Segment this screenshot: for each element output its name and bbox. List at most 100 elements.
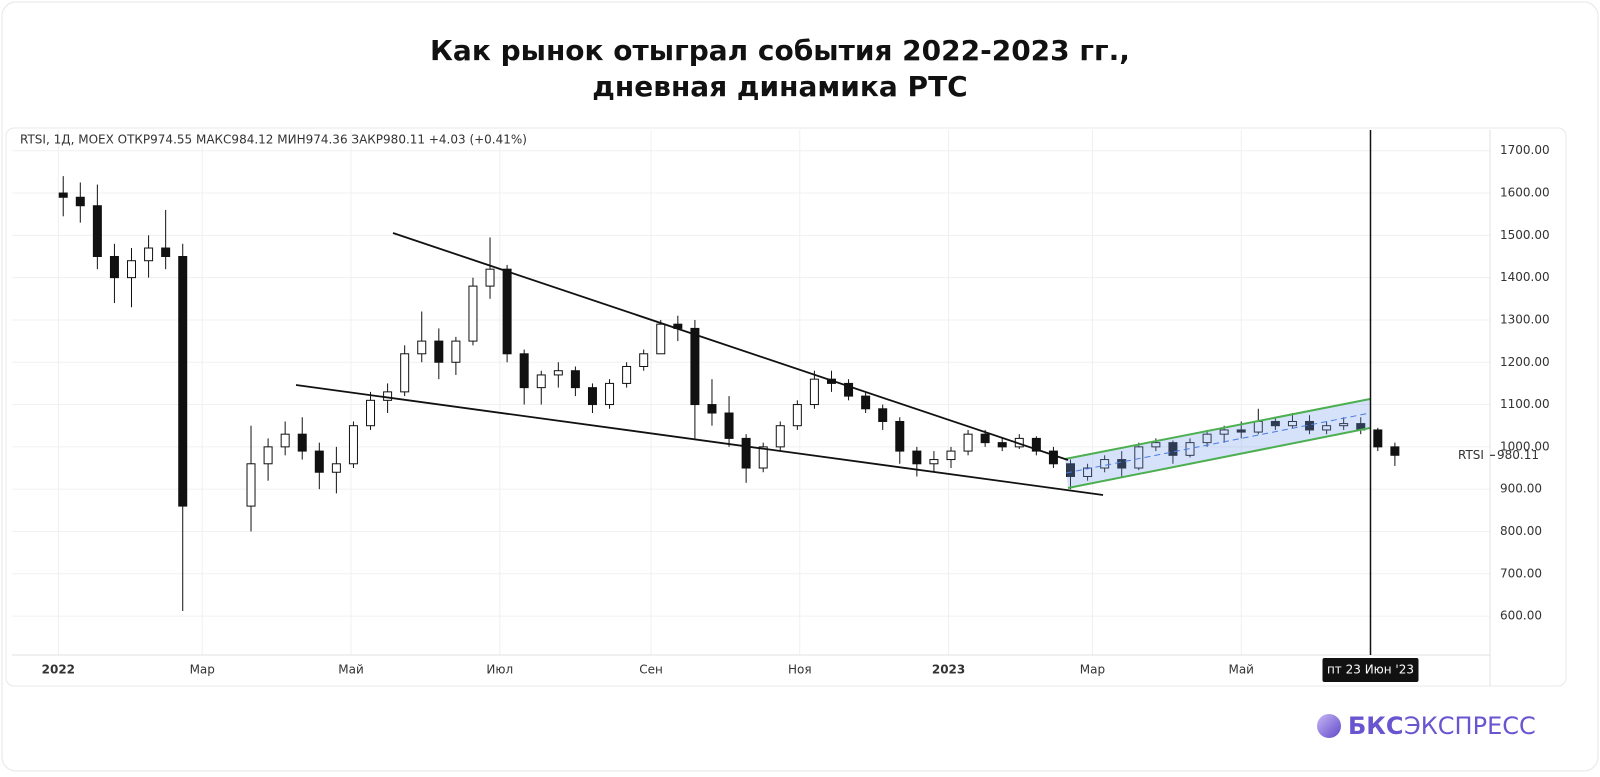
x-tick-label: 2022	[42, 663, 75, 677]
candle-body	[605, 382, 615, 406]
chart-header: RTSI, 1Д, MOEX ОТКР974.55 МАКС984.12 МИН…	[20, 133, 527, 147]
channel-top	[1064, 398, 1371, 460]
candle-body	[246, 463, 256, 507]
crosshair-label-box	[1322, 658, 1419, 682]
chart-panel	[5, 127, 1567, 687]
candle-body	[792, 404, 802, 427]
candle-body	[1048, 450, 1058, 465]
candle-body	[1270, 420, 1280, 427]
candle-body	[1117, 459, 1127, 469]
candle-body	[280, 433, 290, 448]
candle-body	[1134, 446, 1144, 469]
candle-body	[1373, 429, 1383, 448]
candle-body	[417, 340, 427, 355]
candle-body	[383, 391, 393, 401]
chart-title: Как рынок отыграл события 2022-2023 гг.,	[430, 34, 1130, 67]
brand-logo	[1317, 714, 1341, 738]
candle-body	[690, 327, 700, 406]
x-tick-label: Май	[338, 663, 364, 677]
brand-name: ЭКСПРЕСС	[1404, 712, 1536, 740]
candle-body	[775, 425, 785, 448]
y-tick-label: 1400.00	[1500, 270, 1550, 284]
candle-body	[331, 463, 341, 473]
candle-body	[639, 353, 649, 367]
y-tick-label: 1200.00	[1500, 355, 1550, 369]
plot	[58, 176, 1400, 612]
candle-body	[144, 247, 154, 262]
candle-body	[946, 450, 956, 461]
y-tick-label: 1700.00	[1500, 143, 1550, 157]
y-tick-label: 600.00	[1500, 609, 1542, 623]
candle-body	[536, 374, 546, 389]
candle-body	[1083, 467, 1093, 477]
y-tick-label: 1000.00	[1500, 439, 1550, 453]
candle-body	[895, 420, 905, 452]
x-tick-label: Май	[1228, 663, 1254, 677]
candle-body	[929, 459, 939, 465]
candle-body	[997, 442, 1007, 448]
crosshair-label: пт 23 Июн '23	[1327, 663, 1414, 677]
candle-body	[1202, 433, 1212, 444]
x-tick-label: Июл	[486, 663, 513, 677]
candle-body	[1031, 437, 1041, 452]
candle-body	[161, 247, 171, 257]
candle-body	[75, 196, 85, 207]
last-price-label: 980.11	[1497, 448, 1539, 462]
candle-body	[434, 340, 444, 363]
chart-subtitle: дневная динамика РТС	[592, 70, 967, 103]
y-tick-label: 1300.00	[1500, 312, 1550, 326]
trendline-upper	[392, 232, 1069, 461]
candle-body	[127, 260, 137, 279]
y-tick-label: 1500.00	[1500, 228, 1550, 242]
candle-body	[1287, 420, 1297, 427]
candle-body	[109, 255, 119, 279]
candle-body	[656, 323, 666, 355]
candle-body	[809, 378, 819, 406]
candle-body	[980, 433, 990, 444]
y-tick-label: 800.00	[1500, 524, 1542, 538]
last-price-name: RTSI	[1458, 448, 1484, 462]
axes: 600.00 700.00 800.00 900.00 1000.00 1100.00 12…	[12, 130, 1550, 686]
candle-body	[707, 404, 717, 414]
candle-body	[485, 268, 495, 287]
candle-body	[553, 370, 563, 376]
trendline-lower	[295, 384, 1104, 496]
x-tick-label: Мар	[1080, 663, 1105, 677]
candle-body	[1390, 446, 1400, 456]
candle-body	[758, 446, 768, 469]
candle-body	[570, 370, 580, 389]
candle-body	[1322, 425, 1332, 431]
candle-body	[1168, 442, 1178, 456]
candle-body	[1066, 463, 1076, 477]
candle-body	[468, 285, 478, 342]
candle-body	[724, 412, 734, 439]
candle-body	[587, 387, 597, 406]
channel-bottom	[1067, 427, 1371, 489]
candle-body	[741, 437, 751, 469]
candle-body	[1339, 423, 1349, 427]
x-tick-label: Сен	[639, 663, 663, 677]
candle-body	[314, 450, 324, 473]
y-tick-label: 900.00	[1500, 482, 1542, 496]
candle-body	[502, 268, 512, 355]
y-tick-label: 1100.00	[1500, 397, 1550, 411]
candle-body	[912, 450, 922, 465]
candle-body	[178, 255, 188, 507]
candle-body	[1151, 442, 1161, 448]
x-tick-label: Мар	[190, 663, 215, 677]
x-tick-label: Ноя	[788, 663, 812, 677]
candle-body	[297, 433, 307, 452]
candle-body	[861, 395, 871, 410]
candle-body	[58, 192, 68, 198]
candle-body	[878, 408, 888, 422]
candle-body	[92, 205, 102, 257]
grid	[12, 130, 1490, 655]
channel-mid	[1065, 412, 1371, 474]
candle-body	[1100, 459, 1110, 469]
candle-body	[400, 353, 410, 393]
candle-body	[1236, 429, 1246, 433]
overlays	[295, 232, 1371, 496]
candle-body	[263, 446, 273, 465]
x-tick-label: 2023	[932, 663, 965, 677]
